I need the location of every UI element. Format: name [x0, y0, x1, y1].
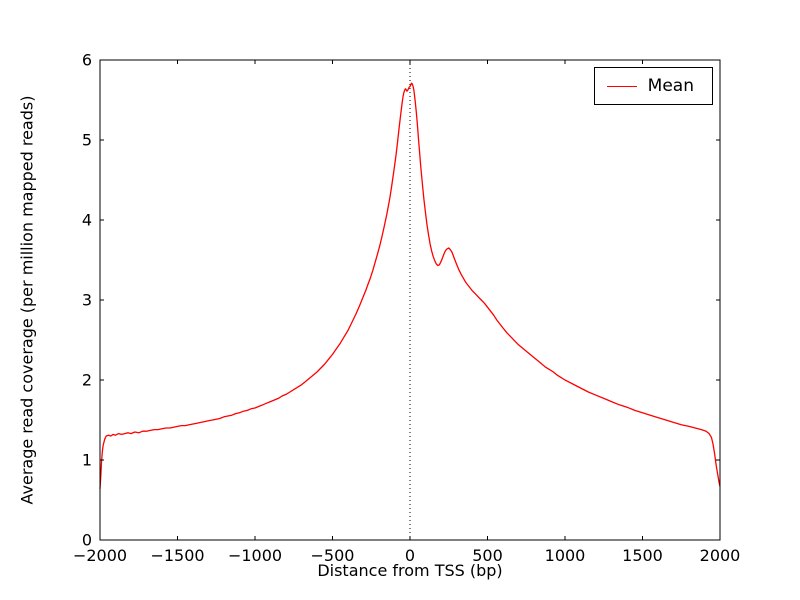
x-tick-label: −500	[311, 546, 355, 565]
y-axis-label: Average read coverage (per million mappe…	[17, 95, 37, 505]
series-line-mean	[99, 82, 721, 489]
y-tick-label: 4	[82, 211, 92, 230]
x-tick-label: 0	[405, 546, 415, 565]
x-tick-label: 2000	[700, 546, 741, 565]
x-tick-label: −1500	[150, 546, 204, 565]
x-tick-label: 1000	[545, 546, 586, 565]
y-tick-label: 0	[82, 531, 92, 550]
legend-line-sample	[606, 85, 637, 87]
y-tick-label: 1	[82, 451, 92, 470]
legend: Mean	[593, 67, 713, 105]
y-tick-label: 5	[82, 131, 92, 150]
x-tick-label: −2000	[73, 546, 127, 565]
y-tick-label: 6	[82, 51, 92, 70]
y-tick-label: 3	[82, 291, 92, 310]
y-tick-label: 2	[82, 371, 92, 390]
x-tick-label: 500	[472, 546, 503, 565]
x-axis-label: Distance from TSS (bp)	[317, 561, 503, 580]
x-tick-label: −1000	[228, 546, 282, 565]
legend-label: Mean	[647, 76, 694, 96]
x-tick-label: 1500	[622, 546, 663, 565]
